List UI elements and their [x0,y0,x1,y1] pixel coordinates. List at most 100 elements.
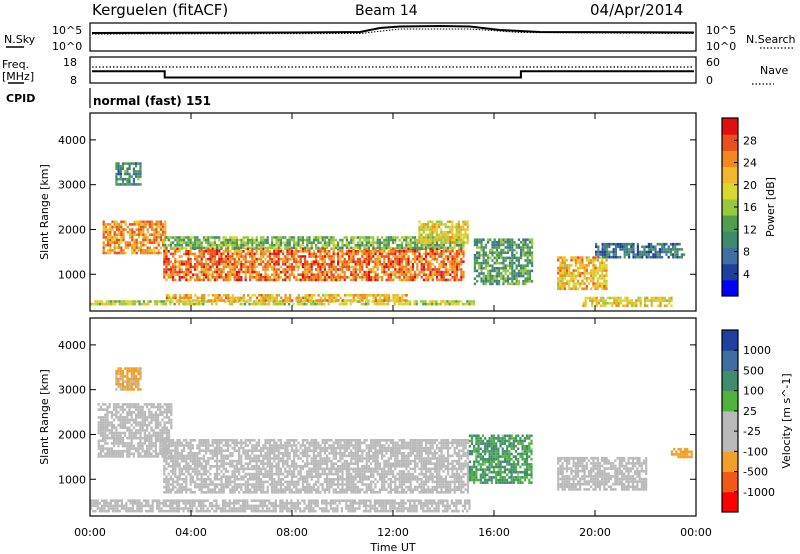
echo-cell [187,244,190,247]
echo-cell [213,452,216,455]
echo-cell [596,287,599,291]
echo-cell [409,302,412,306]
echo-cell [244,491,247,494]
echo-cell [365,270,368,274]
echo-cell [97,439,100,443]
echo-cell [238,273,241,276]
echo-cell [224,462,227,465]
echo-cell [473,269,476,273]
echo-cell [308,236,311,239]
echo-cell [253,454,256,458]
echo-cell [244,472,247,476]
echo-cell [337,257,340,261]
echo-cell [92,302,95,306]
echo-cell [131,251,134,255]
echo-cell [504,264,507,267]
echo-cell [659,299,662,302]
echo-cell [359,268,362,271]
echo-cell [400,255,403,258]
echo-cell [581,264,584,267]
echo-cell [207,294,210,297]
echo-cell [146,426,149,430]
echo-cell [165,467,168,471]
echo-cell [557,287,560,291]
echo-cell [148,431,151,435]
echo-cell [606,253,609,256]
echo-cell [489,280,492,283]
echo-cell [124,246,127,250]
echo-cell [600,304,603,308]
echo-cell [227,457,230,460]
echo-cell [376,236,379,239]
echo-cell [194,470,197,473]
echo-cell [515,243,518,247]
echo-cell [520,248,523,252]
echo-cell [196,454,199,458]
echo-cell [251,255,254,258]
echo-cell [455,257,458,261]
echo-cell [200,465,203,468]
echo-cell [268,246,271,250]
echo-cell [97,444,100,448]
echo-cell [246,452,249,455]
echo-cell [583,287,586,291]
echo-cell [240,475,243,478]
echo-cell [659,301,662,305]
echo-cell [233,260,236,263]
echo-cell [209,241,212,244]
echo-cell [169,236,172,239]
echo-cell [332,257,335,261]
echo-cell [251,276,254,279]
echo-cell [361,255,364,258]
echo-cell [306,238,309,242]
echo-cell [383,246,386,250]
echo-cell [194,252,197,256]
echo-cell [655,296,658,300]
echo-cell [165,449,168,452]
echo-cell [218,273,221,276]
echo-cell [172,263,175,266]
echo-cell [372,260,375,263]
echo-cell [224,250,227,253]
echo-cell [191,446,194,450]
echo-cell [209,265,212,269]
echo-cell [676,255,679,259]
echo-cell [451,220,454,224]
echo-cell [180,491,183,494]
echo-cell [293,246,296,250]
echo-cell [111,249,114,252]
echo-cell [361,278,364,282]
echo-cell [102,241,105,244]
echo-cell [354,270,357,274]
echo-cell [595,245,598,249]
echo-cell [438,244,441,247]
echo-cell [381,241,384,244]
echo-cell [667,255,670,259]
echo-cell [255,278,258,282]
echo-cell [511,280,514,283]
echo-cell [437,302,440,306]
echo-cell [202,439,205,442]
echo-cell [132,455,135,458]
echo-cell [207,238,210,242]
echo-cell [220,488,223,491]
echo-cell [253,252,256,256]
echo-cell [231,252,234,256]
echo-cell [170,413,173,417]
echo-cell [202,467,205,471]
echo-cell [444,278,447,282]
echo-cell [169,470,172,473]
echo-cell [247,294,250,297]
echo-cell [297,260,300,263]
echo-cell [133,233,136,237]
echo-cell [113,434,116,437]
echo-cell [308,255,311,258]
echo-cell [167,444,170,447]
echo-cell [451,260,454,263]
echo-cell [326,294,329,297]
echo-cell [334,238,337,242]
echo-cell [205,485,208,489]
echo-cell [657,299,660,302]
echo-cell [459,300,462,303]
echo-cell [367,257,370,261]
